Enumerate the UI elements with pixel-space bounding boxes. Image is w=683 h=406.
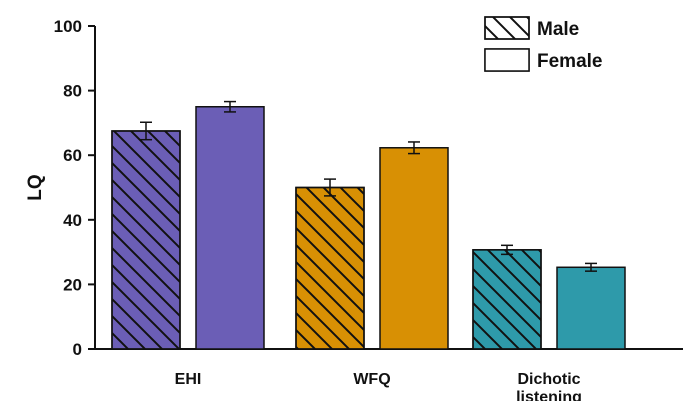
bar-hatch-overlay [472,249,542,350]
bar-female [379,147,449,350]
y-tick-label: 80 [63,82,82,101]
x-tick-label: listening [516,389,582,401]
y-tick-label: 0 [73,340,82,359]
legend-label-male: Male [537,19,579,40]
x-tick-label: WFQ [353,371,390,388]
bar-hatch-overlay [111,130,181,350]
y-tick-label: 60 [63,146,82,165]
y-tick-label: 40 [63,211,82,230]
legend: Male Female [484,16,602,72]
legend-label-female: Female [537,51,602,72]
y-tick-label: 20 [63,275,82,294]
bars [111,100,626,350]
legend-swatch-female [484,48,530,72]
y-tick-label: 100 [54,17,82,36]
x-tick-label: EHI [175,371,202,388]
legend-swatch-male [484,16,530,40]
bar-hatch-overlay [295,186,365,350]
x-tick-label: Dichotic [517,371,580,388]
y-axis-label: LQ [25,174,46,200]
bar-female [195,106,265,350]
bar-female [556,266,626,350]
